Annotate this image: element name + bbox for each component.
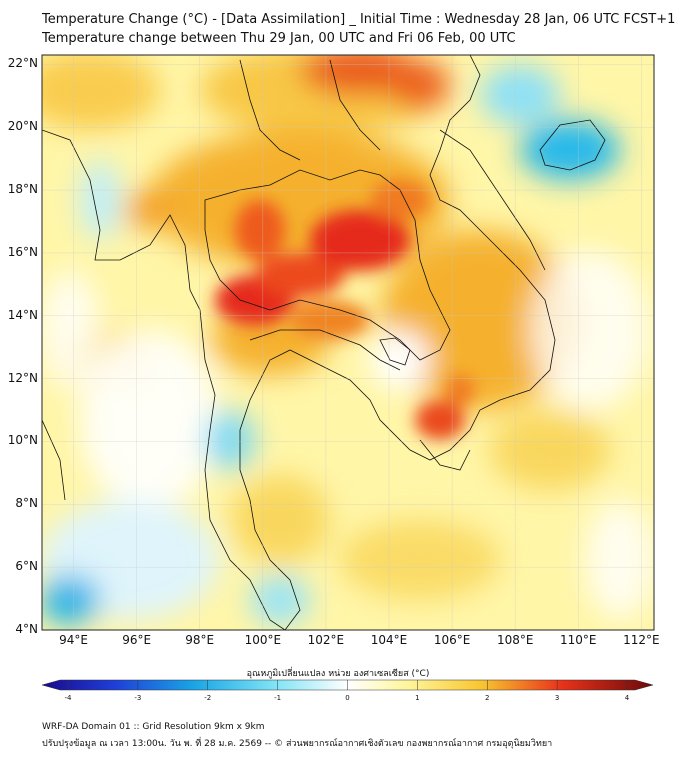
latitude-tick-label: 18°N	[7, 182, 38, 197]
latitude-tick-label: 20°N	[7, 119, 38, 134]
latitude-tick-label: 12°N	[7, 370, 38, 385]
footer-update-info: ปรับปรุงข้อมูล ณ เวลา 13:00น. วัน พ. ที่…	[42, 739, 553, 749]
longitude-tick-label: 96°E	[122, 633, 152, 647]
temperature-field	[42, 55, 654, 630]
latitude-tick-label: 14°N	[7, 307, 38, 322]
latitude-tick-label: 16°N	[7, 244, 38, 259]
colorbar-tick-label: 0	[345, 694, 350, 702]
colorbar-tick-label: -4	[64, 694, 72, 702]
footer-model-info: WRF-DA Domain 01 :: Grid Resolution 9km …	[42, 722, 265, 732]
latitude-tick-label: 10°N	[7, 433, 38, 448]
map-subtitle: Temperature change between Thu 29 Jan, 0…	[42, 31, 516, 46]
colorbar	[41, 679, 654, 691]
longitude-tick-label: 100°E	[244, 633, 282, 647]
country-borders	[42, 55, 606, 630]
colorbar-tick-label: 3	[554, 694, 560, 702]
map-frame	[41, 54, 655, 631]
latitude-tick-label: 6°N	[15, 559, 38, 574]
longitude-tick-label: 110°E	[560, 633, 597, 647]
colorbar-tick-label: 4	[624, 694, 630, 702]
longitude-tick-label: 94°E	[59, 633, 88, 647]
latitude-tick-label: 8°N	[15, 496, 38, 511]
longitude-tick-label: 112°E	[623, 633, 660, 647]
colorbar-tick-label: -3	[134, 694, 142, 702]
longitude-tick-label: 98°E	[185, 633, 215, 647]
colorbar-title: อุณหภูมิเปลี่ยนแปลง หน่วย องศาเซลเซียส (…	[246, 669, 430, 679]
latitude-tick-label: 4°N	[15, 622, 38, 636]
map-title: Temperature Change (°C) - [Data Assimila…	[42, 12, 676, 27]
colorbar-tick-label: -2	[204, 694, 212, 702]
longitude-tick-label: 108°E	[496, 633, 534, 647]
longitude-tick-label: 104°E	[370, 633, 408, 647]
colorbar-tick-label: -1	[274, 694, 282, 702]
colorbar-tick-label: 1	[415, 694, 420, 702]
latitude-tick-label: 22°N	[7, 56, 38, 71]
longitude-tick-label: 106°E	[433, 633, 471, 647]
graticule	[42, 55, 654, 630]
longitude-tick-label: 102°E	[307, 633, 345, 647]
colorbar-tick-label: 2	[485, 694, 490, 702]
